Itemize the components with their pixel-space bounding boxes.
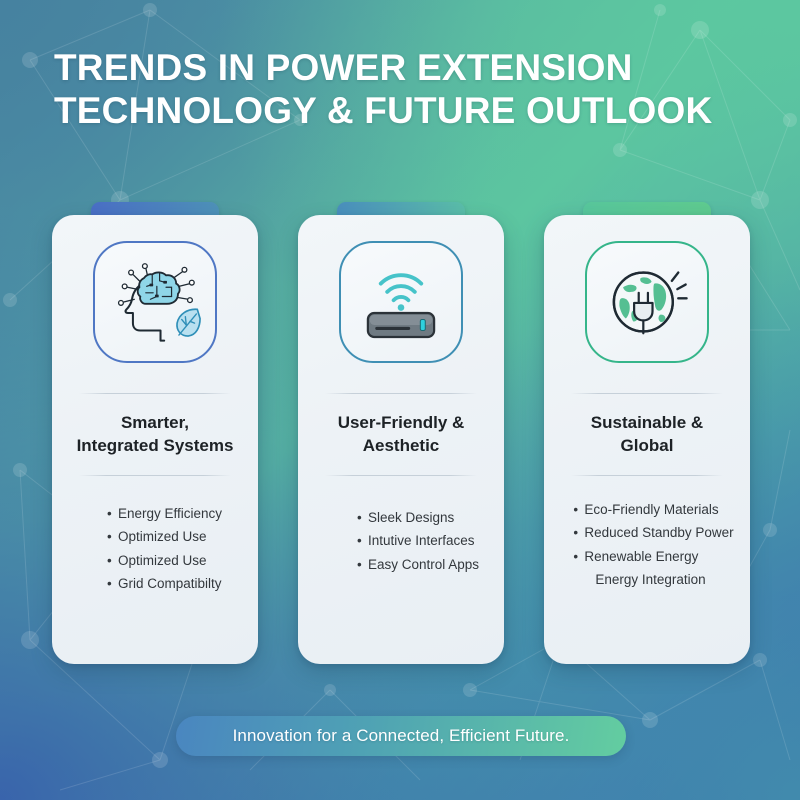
list-item-continuation: Energy Integration — [595, 571, 706, 587]
brain-circuit-head-icon — [117, 263, 201, 342]
cards-row: Smarter, Integrated Systems Energy Effic… — [52, 202, 750, 664]
wifi-dot — [397, 304, 405, 311]
divider-bottom — [571, 475, 723, 477]
list-item: Energy Efficiency — [118, 502, 222, 525]
card-title: Smarter, Integrated Systems — [76, 413, 234, 455]
card-body: User-Friendly & Aesthetic Sleek Designs … — [298, 215, 504, 664]
list-item: Sleek Designs — [368, 506, 479, 529]
card-title: Sustainable & Global — [590, 413, 704, 455]
page-title-line-2: TECHNOLOGY & FUTURE OUTLOOK — [54, 90, 713, 132]
divider-bottom — [79, 475, 231, 477]
globe-plug-icon — [612, 271, 688, 335]
card-smarter-integrated-systems[interactable]: Smarter, Integrated Systems Energy Effic… — [52, 202, 258, 664]
footer-tagline: Innovation for a Connected, Efficient Fu… — [232, 726, 570, 745]
wifi-power-strip-icon — [366, 273, 436, 339]
card-bullet-list: Energy Efficiency Optimized Use Optimize… — [118, 502, 222, 595]
icon-frame — [585, 241, 709, 363]
footer-banner: Innovation for a Connected, Efficient Fu… — [176, 716, 626, 756]
icon-frame — [339, 241, 463, 363]
list-item: Optimized Use — [118, 525, 222, 548]
list-item: Grid Compatibilty — [118, 572, 222, 595]
page-title-line-1: TRENDS IN POWER EXTENSION — [54, 47, 633, 88]
page-title: TRENDS IN POWER EXTENSION TECHNOLOGY & F… — [54, 46, 754, 133]
list-item: Renewable Energy — [584, 545, 733, 568]
card-bullet-list: Eco-Friendly Materials Reduced Standby P… — [584, 498, 733, 591]
divider-top — [79, 393, 231, 394]
card-title: User-Friendly & Aesthetic — [337, 413, 465, 455]
divider-top — [571, 393, 723, 394]
divider-top — [325, 393, 477, 394]
list-item: Intutive Interfaces — [368, 529, 479, 552]
card-body: Sustainable & Global Eco-Friendly Materi… — [544, 215, 750, 664]
card-bullet-list: Sleek Designs Intutive Interfaces Easy C… — [368, 506, 479, 576]
list-item: Easy Control Apps — [368, 553, 479, 576]
card-sustainable-global[interactable]: Sustainable & Global Eco-Friendly Materi… — [544, 202, 750, 664]
card-user-friendly-aesthetic[interactable]: User-Friendly & Aesthetic Sleek Designs … — [298, 202, 504, 664]
icon-frame — [93, 241, 217, 363]
list-item: Reduced Standby Power — [584, 521, 733, 544]
divider-bottom — [325, 475, 477, 477]
card-body: Smarter, Integrated Systems Energy Effic… — [52, 215, 258, 664]
list-item: Optimized Use — [118, 549, 222, 572]
list-item: Eco-Friendly Materials — [584, 498, 733, 521]
